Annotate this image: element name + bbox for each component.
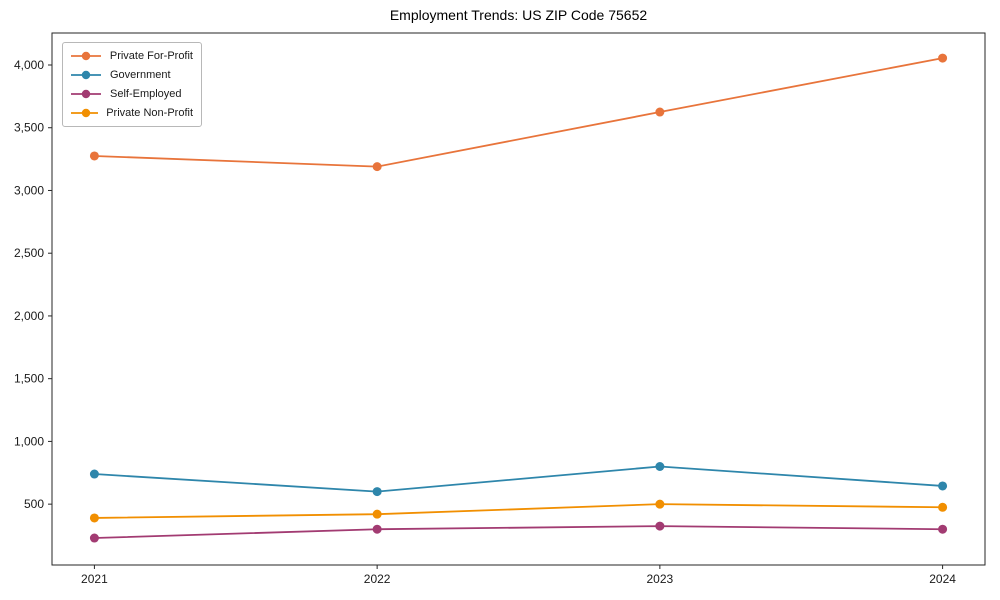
legend-item-private-non-profit: Private Non-Profit bbox=[70, 106, 193, 120]
data-point-self-employed-2024 bbox=[938, 524, 948, 534]
legend-label: Self-Employed bbox=[110, 88, 182, 100]
y-axis-tick-label: 500 bbox=[24, 497, 44, 511]
series-line-self-employed bbox=[93, 525, 944, 539]
series-line-private-non-profit bbox=[93, 503, 944, 519]
legend-label: Private For-Profit bbox=[109, 50, 193, 62]
chart-legend: Private For-Profit Government Self-Employe… bbox=[62, 42, 202, 127]
data-point-private-non-profit-2023 bbox=[655, 499, 665, 509]
legend-item-government: Government bbox=[70, 68, 193, 82]
legend-marker-icon bbox=[71, 89, 101, 99]
y-axis-tick-label: 2,000 bbox=[14, 309, 44, 323]
data-point-private-for-profit-2022 bbox=[372, 162, 382, 172]
data-point-government-2024 bbox=[938, 481, 948, 491]
x-axis-tick-label: 2023 bbox=[647, 572, 674, 586]
legend-item-self-employed: Self-Employed bbox=[70, 87, 193, 101]
data-point-private-for-profit-2023 bbox=[655, 107, 665, 117]
series-line-private-for-profit bbox=[93, 57, 944, 168]
y-axis-tick-label: 3,500 bbox=[14, 121, 44, 135]
legend-item-private-for-profit: Private For-Profit bbox=[70, 49, 193, 63]
y-axis-tick-label: 2,500 bbox=[14, 246, 44, 260]
data-point-private-for-profit-2021 bbox=[89, 151, 99, 161]
data-point-government-2023 bbox=[655, 462, 665, 472]
x-axis-tick-label: 2024 bbox=[929, 572, 956, 586]
legend-marker-icon bbox=[71, 108, 99, 118]
data-point-private-non-profit-2022 bbox=[372, 509, 382, 519]
data-point-self-employed-2021 bbox=[89, 533, 99, 543]
y-axis-tick-label: 1,000 bbox=[14, 434, 44, 448]
legend-marker-icon bbox=[71, 70, 101, 80]
legend-marker-icon bbox=[71, 51, 101, 61]
series-line-government bbox=[93, 465, 944, 493]
y-axis-tick-label: 1,500 bbox=[14, 372, 44, 386]
chart-title: Employment Trends: US ZIP Code 75652 bbox=[389, 7, 648, 23]
legend-label: Government bbox=[110, 69, 171, 81]
plot-border bbox=[51, 32, 986, 566]
legend-label: Private Non-Profit bbox=[106, 107, 193, 119]
y-axis-tick-label: 4,000 bbox=[14, 58, 44, 72]
data-point-self-employed-2023 bbox=[655, 521, 665, 531]
data-point-private-for-profit-2024 bbox=[938, 53, 948, 63]
data-point-government-2022 bbox=[372, 487, 382, 497]
x-axis-tick-label: 2021 bbox=[81, 572, 108, 586]
data-point-private-non-profit-2024 bbox=[938, 502, 948, 512]
data-point-private-non-profit-2021 bbox=[89, 513, 99, 523]
y-axis-tick-label: 3,000 bbox=[14, 183, 44, 197]
x-axis-tick-label: 2022 bbox=[364, 572, 391, 586]
data-point-government-2021 bbox=[89, 469, 99, 479]
data-point-self-employed-2022 bbox=[372, 524, 382, 534]
